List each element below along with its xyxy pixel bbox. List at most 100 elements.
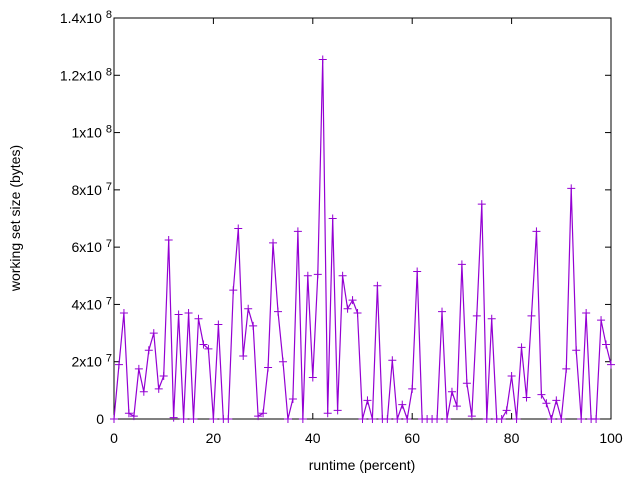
- data-point: [274, 307, 283, 316]
- data-point: [497, 415, 506, 423]
- data-point: [144, 346, 153, 355]
- data-point: [169, 413, 178, 422]
- data-point: [139, 387, 148, 396]
- x-tick-label: 40: [305, 430, 321, 446]
- data-point: [234, 224, 243, 233]
- data-point: [134, 364, 143, 373]
- data-point: [159, 372, 168, 381]
- data-point: [522, 393, 531, 402]
- series-working-set: [110, 55, 615, 423]
- data-point: [114, 360, 123, 369]
- data-point: [303, 271, 312, 280]
- data-point: [507, 372, 516, 381]
- data-point: [562, 364, 571, 373]
- data-point: [512, 415, 521, 423]
- series-line: [113, 59, 612, 422]
- data-point: [398, 400, 407, 409]
- data-point: [353, 309, 362, 318]
- data-point: [438, 307, 447, 316]
- data-point: [452, 402, 461, 411]
- data-point: [607, 360, 615, 369]
- y-tick-label: 1x10 8: [72, 124, 112, 141]
- data-point: [343, 304, 352, 313]
- y-tick-label: 8x10 7: [72, 181, 112, 198]
- y-tick-label: 0: [96, 411, 104, 427]
- x-tick-label: 0: [110, 430, 118, 446]
- data-point: [442, 415, 451, 423]
- data-point: [199, 340, 208, 349]
- data-point: [552, 396, 561, 405]
- data-point: [388, 356, 397, 365]
- data-point: [408, 384, 417, 393]
- x-tick-label: 20: [206, 430, 222, 446]
- data-point: [214, 320, 223, 329]
- data-point: [308, 373, 317, 382]
- data-point: [368, 415, 377, 423]
- data-point: [283, 415, 292, 423]
- data-point: [472, 311, 481, 320]
- data-point: [572, 346, 581, 355]
- data-point: [189, 415, 198, 423]
- data-point: [204, 344, 213, 353]
- x-tick-label: 80: [504, 430, 520, 446]
- y-tick-label: 1.2x10 8: [60, 66, 112, 83]
- y-tick-label: 1.4x10 8: [60, 9, 112, 26]
- plot-border: [113, 17, 612, 420]
- data-point: [487, 314, 496, 323]
- data-point: [567, 184, 576, 193]
- data-point: [318, 55, 327, 64]
- data-point: [293, 227, 302, 236]
- y-tick-label: 4x10 7: [72, 295, 112, 312]
- data-point: [547, 415, 556, 423]
- data-point: [119, 309, 128, 318]
- data-point: [174, 310, 183, 319]
- data-point: [239, 351, 248, 360]
- data-point: [278, 357, 287, 366]
- data-point: [323, 409, 332, 418]
- data-point: [313, 270, 322, 279]
- data-point: [457, 260, 466, 269]
- data-point: [467, 412, 476, 421]
- data-point: [194, 314, 203, 323]
- data-point: [537, 390, 546, 399]
- x-tick-label: 100: [599, 430, 623, 446]
- data-point: [557, 415, 566, 423]
- data-point: [373, 281, 382, 290]
- axis-ticks: 0 20 40 60 80 100 0 2x10 7 4x10 7 6x10 7 8x10 7 1x10 8 1.…: [60, 9, 623, 446]
- data-point: [254, 412, 263, 421]
- data-point: [597, 316, 606, 325]
- data-point: [288, 394, 297, 403]
- x-axis-label: runtime (percent): [309, 457, 416, 473]
- data-point: [154, 384, 163, 393]
- data-point: [403, 415, 412, 423]
- y-axis-label: working set size (bytes): [7, 145, 23, 292]
- data-point: [527, 311, 536, 320]
- data-point: [184, 309, 193, 318]
- data-point: [124, 409, 133, 418]
- data-point: [149, 329, 158, 338]
- data-point: [393, 415, 402, 423]
- y-tick-label: 6x10 7: [72, 238, 112, 255]
- data-point: [462, 379, 471, 388]
- data-point: [582, 309, 591, 318]
- data-point: [224, 415, 233, 423]
- data-point: [447, 387, 456, 396]
- data-point: [328, 214, 337, 223]
- data-point: [264, 363, 273, 372]
- data-point: [333, 406, 342, 415]
- data-point: [502, 406, 511, 415]
- data-point: [363, 396, 372, 405]
- data-point: [209, 415, 218, 423]
- data-point: [338, 271, 347, 280]
- data-point: [358, 415, 367, 423]
- data-point: [482, 415, 491, 423]
- data-point: [532, 227, 541, 236]
- data-point: [517, 343, 526, 352]
- data-point: [229, 286, 238, 295]
- data-point: [244, 304, 253, 313]
- x-tick-label: 60: [404, 430, 420, 446]
- data-point: [348, 296, 357, 305]
- data-point: [298, 415, 307, 423]
- data-point: [433, 415, 442, 423]
- data-point: [179, 415, 188, 423]
